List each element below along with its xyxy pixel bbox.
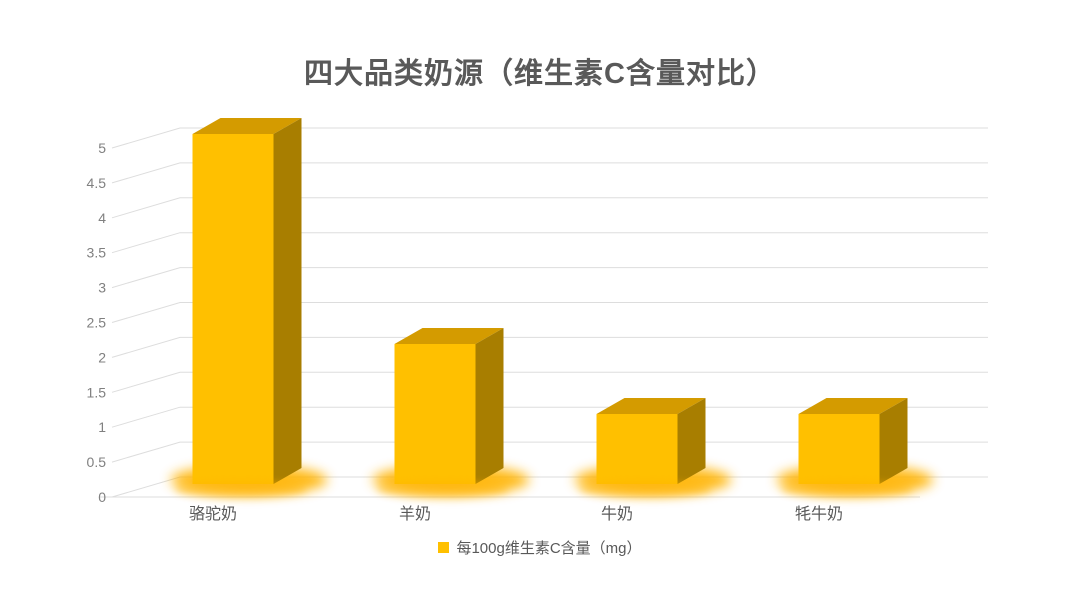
gridline — [111, 127, 988, 149]
y-tick-label: 1.5 — [87, 384, 107, 400]
y-tick-label: 3.5 — [87, 245, 107, 261]
category-label: 羊奶 — [399, 505, 431, 523]
bar-front-face — [394, 344, 476, 484]
y-tick-label: 4 — [98, 210, 106, 226]
y-tick-label: 1 — [98, 419, 106, 435]
gridline — [111, 371, 988, 393]
category-label: 骆驼奶 — [189, 505, 237, 523]
gridline — [111, 197, 988, 219]
bar-top-face — [192, 118, 302, 134]
gridline — [111, 336, 988, 358]
gridline — [111, 302, 988, 323]
y-tick-label: 5 — [98, 140, 106, 156]
y-tick-label: 4.5 — [87, 175, 107, 191]
category-label: 牛奶 — [601, 505, 633, 523]
bar-side-face — [677, 398, 706, 484]
gridline — [111, 162, 988, 184]
bar-glow-front — [376, 481, 510, 497]
bar-side-face — [879, 398, 908, 484]
gridline — [111, 406, 988, 428]
y-tick-label: 2 — [98, 349, 106, 365]
y-tick-label: 2.5 — [87, 315, 107, 331]
bar-front-face — [596, 414, 678, 484]
legend-label: 每100g维生素C含量（mg） — [456, 540, 642, 557]
gridline — [111, 267, 988, 289]
bar-top-face — [798, 398, 908, 414]
y-tick-label: 0.5 — [87, 454, 107, 470]
bar-front-face — [192, 134, 274, 484]
y-tick-label: 0 — [98, 489, 106, 505]
chart-title: 四大品类奶源（维生素C含量对比） — [304, 58, 776, 90]
bar-top-face — [394, 328, 504, 344]
bar-front-face — [798, 414, 880, 484]
legend-swatch — [438, 542, 450, 553]
gridline — [111, 441, 988, 463]
bar-glow-front — [780, 481, 914, 497]
category-label: 牦牛奶 — [795, 505, 843, 523]
bar-top-face — [596, 398, 706, 414]
bar-side-face — [475, 328, 504, 484]
bar-glow-front — [578, 481, 712, 497]
bar-side-face — [273, 118, 302, 484]
chart-legend: 每100g维生素C含量（mg） — [0, 537, 1080, 558]
y-tick-label: 3 — [98, 280, 106, 296]
gridline — [111, 232, 988, 254]
bar-glow-front — [174, 481, 308, 497]
